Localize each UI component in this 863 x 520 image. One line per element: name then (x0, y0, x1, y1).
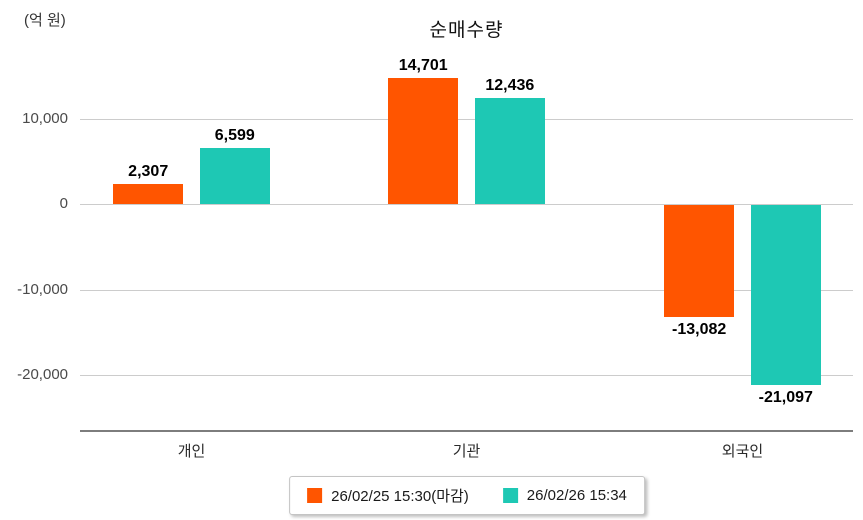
bar-개인-series1 (113, 184, 184, 204)
bar-value-label: -13,082 (672, 320, 727, 338)
category-label-기관: 기관 (452, 443, 481, 460)
bar-외국인-series2 (750, 205, 821, 386)
legend-item-series1[interactable]: 26/02/25 15:30(마감) (307, 485, 469, 506)
gridline-0 (80, 204, 853, 205)
legend-swatch-icon (502, 488, 518, 503)
plot-area: 2,307 14,701 -13,082 6,599 12,436 -21,097 (80, 57, 853, 431)
bar-value-label: 14,701 (398, 57, 448, 75)
y-tick-label: -10,000 (17, 280, 68, 298)
bar-value-label: 2,307 (128, 163, 169, 181)
legend-swatch-icon (307, 488, 323, 503)
legend-item-series2[interactable]: 26/02/26 15:34 (502, 487, 627, 504)
bar-기관-series1 (388, 78, 459, 204)
bar-외국인-series1 (664, 205, 735, 317)
x-axis-line (80, 430, 853, 432)
bar-value-label: 12,436 (485, 76, 535, 94)
chart-title: 순매수량 (429, 20, 504, 41)
gridline--20000 (80, 375, 853, 376)
gridline--10000 (80, 289, 853, 291)
legend-item-label: 26/02/26 15:34 (526, 487, 627, 504)
legend-item-label: 26/02/25 15:30(마감) (331, 488, 469, 505)
y-axis-unit-label: (억 원) (24, 12, 66, 29)
bar-개인-series2 (199, 147, 270, 204)
y-tick-label: -20,000 (17, 366, 68, 383)
category-label-개인: 개인 (177, 443, 206, 460)
bar-value-label: -21,097 (758, 389, 813, 407)
legend: 26/02/25 15:30(마감) 26/02/26 15:34 (289, 476, 645, 515)
bar-기관-series2 (474, 97, 545, 204)
category-label-외국인: 외국인 (721, 443, 764, 460)
y-tick-label: 10,000 (22, 109, 68, 127)
gridline-10000 (80, 118, 853, 120)
bar-value-label: 6,599 (214, 126, 255, 144)
y-tick-label: 0 (59, 195, 68, 212)
